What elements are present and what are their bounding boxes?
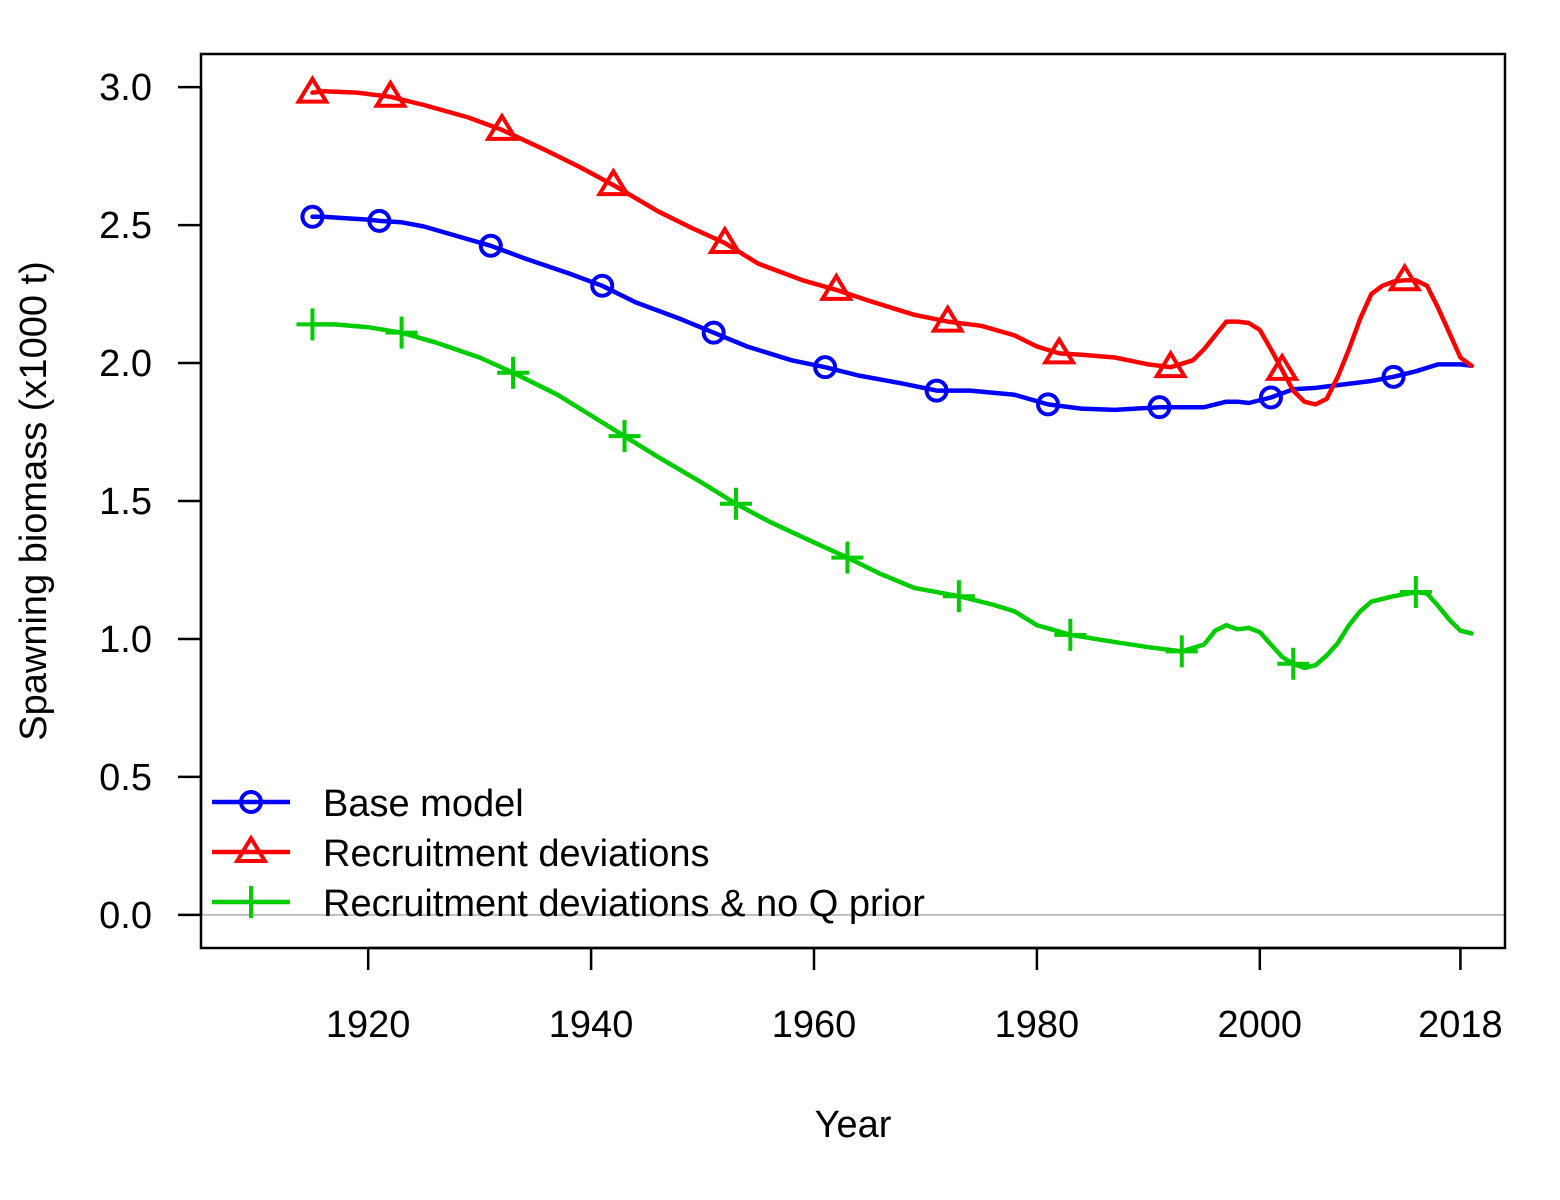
series-1-point	[1036, 392, 1061, 417]
series-1-line	[310, 214, 1474, 413]
series-layer	[295, 74, 1474, 680]
series-3-point	[831, 541, 864, 574]
series-1-point	[1147, 395, 1172, 420]
series-3	[296, 308, 1474, 680]
series-2-point	[1264, 352, 1300, 381]
legend-swatch-marker	[233, 834, 269, 863]
series-1-point	[701, 320, 726, 345]
series-1-point	[924, 378, 949, 403]
series-2-point	[1153, 349, 1188, 379]
series-1-point	[478, 233, 503, 258]
x-tick-label: 2000	[1218, 1004, 1303, 1046]
legend-label: Base model	[323, 783, 524, 825]
series-2-point	[596, 167, 631, 197]
series-2-point	[1041, 335, 1077, 365]
legend-item-3: Recruitment deviations & no Q prior	[212, 883, 925, 925]
legend: Base model Recruitment deviations Recruitm…	[212, 783, 925, 925]
legend-item-2: Recruitment deviations	[212, 833, 710, 875]
x-tick-label: 1920	[326, 1004, 411, 1046]
y-tick-label: 2.0	[99, 343, 152, 385]
series-2-point	[930, 303, 966, 333]
series-3-point	[1399, 576, 1432, 609]
x-tick-label: 1960	[772, 1004, 857, 1046]
x-axis-label: Year	[815, 1104, 892, 1146]
series-2-line	[310, 89, 1474, 407]
series-3-point	[385, 316, 418, 349]
y-tick-label: 1.5	[99, 481, 152, 523]
y-tick-label: 2.5	[99, 205, 152, 247]
x-tick-label: 2018	[1418, 1004, 1503, 1046]
x-tick-label: 1980	[995, 1004, 1080, 1046]
series-3-point	[608, 420, 641, 453]
series-3-point	[497, 356, 530, 389]
series-3-point	[1054, 618, 1087, 651]
series-1-point	[813, 355, 838, 380]
series-1	[300, 204, 1474, 420]
series-1-point	[590, 273, 615, 298]
legend-item-1: Base model	[212, 783, 524, 825]
y-tick-label: 3.0	[99, 67, 152, 109]
y-tick-label: 0.0	[99, 895, 152, 937]
y-tick-label: 0.5	[99, 757, 152, 799]
legend-swatch-marker	[239, 790, 263, 814]
series-2-point	[295, 74, 330, 104]
series-2-point	[373, 79, 408, 108]
series-3-point	[719, 487, 752, 520]
series-3-line	[310, 322, 1474, 671]
y-axis-label: Spawning biomass (x1000 t)	[13, 261, 55, 740]
series-2-point	[818, 272, 854, 301]
legend-swatch-marker	[235, 886, 267, 918]
series-3-point	[1277, 647, 1310, 680]
series-2-point	[1387, 262, 1423, 292]
y-tick-label: 1.0	[99, 619, 152, 661]
series-2-point	[707, 225, 743, 255]
legend-label: Recruitment deviations & no Q prior	[323, 883, 925, 925]
series-1-point	[300, 204, 325, 229]
y-axis: 0.0 0.5 1.0 1.5 2.0 2.5 3.0	[99, 67, 203, 937]
series-2	[295, 74, 1474, 407]
series-3-point	[1165, 635, 1198, 668]
x-axis: 1920 1940 1960 1980 2000 2018	[326, 946, 1503, 1046]
series-3-point	[296, 308, 329, 341]
legend-label: Recruitment deviations	[323, 833, 710, 875]
series-1-point	[367, 208, 392, 233]
series-3-point	[942, 580, 975, 613]
series-1-point	[1258, 385, 1283, 410]
x-tick-label: 1940	[549, 1004, 634, 1046]
series-1-point	[1381, 364, 1406, 389]
series-2-point	[484, 112, 520, 141]
